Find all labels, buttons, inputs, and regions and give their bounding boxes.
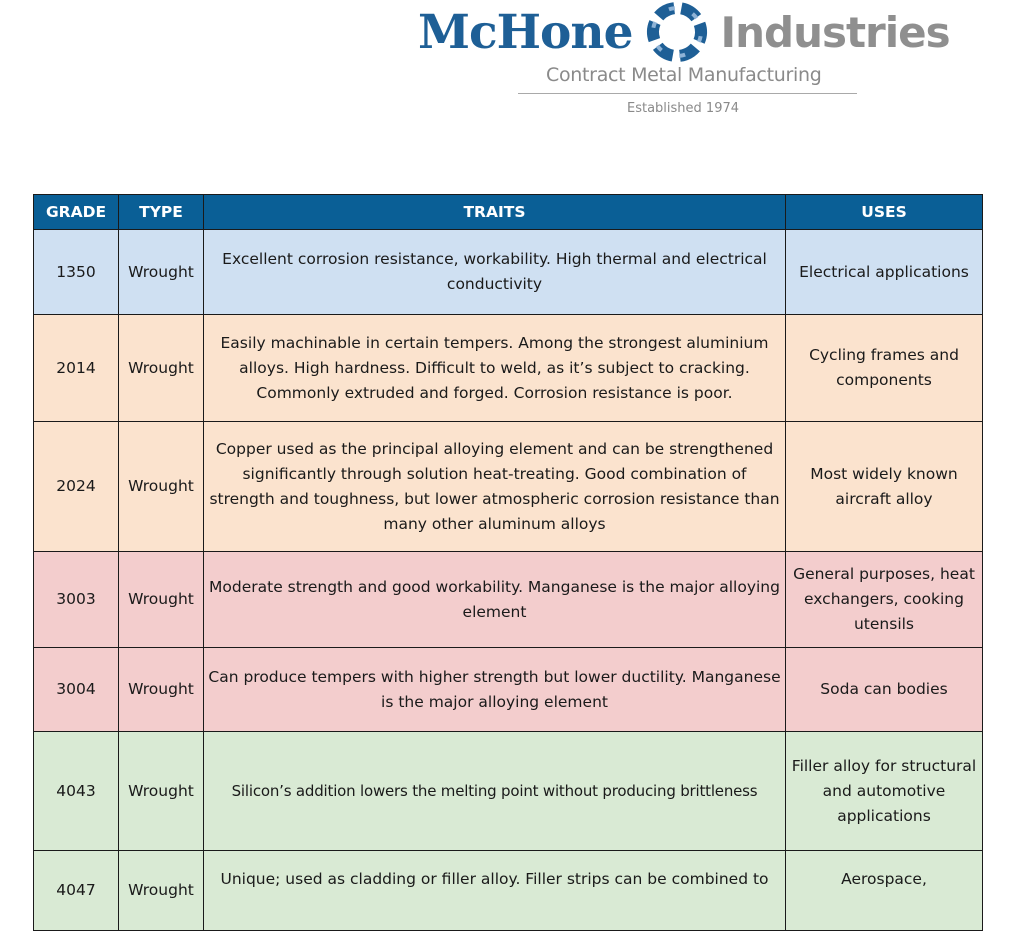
alloy-grades-table: GRADE TYPE TRAITS USES 1350 Wrought Exce… <box>33 194 983 931</box>
cell-grade: 2024 <box>33 421 119 552</box>
cell-uses: Soda can bodies <box>785 647 983 732</box>
logo-name-left: McHone <box>418 4 633 60</box>
header-uses: USES <box>785 194 983 230</box>
cell-type: Wrought <box>118 314 204 422</box>
table-header-row: GRADE TYPE TRAITS USES <box>33 194 983 230</box>
company-logo: McHone Industries Contract Metal Manufac… <box>418 0 978 125</box>
cell-grade: 2014 <box>33 314 119 422</box>
cell-uses: Electrical applications <box>785 229 983 315</box>
cell-traits: Easily machinable in certain tempers. Am… <box>203 314 786 422</box>
cell-uses: Cycling frames and components <box>785 314 983 422</box>
cell-type: Wrought <box>118 229 204 315</box>
table-row: 4047 Wrought Unique; used as cladding or… <box>33 850 983 931</box>
cell-uses: Filler alloy for structural and automoti… <box>785 731 983 851</box>
cell-grade: 4043 <box>33 731 119 851</box>
logo-wordmark: McHone Industries <box>418 2 951 62</box>
logo-established: Established 1974 <box>627 101 740 116</box>
table-row: 4043 Wrought Silicon’s addition lowers t… <box>33 731 983 851</box>
cell-traits: Silicon’s addition lowers the melting po… <box>203 731 786 851</box>
cell-traits: Moderate strength and good workability. … <box>203 551 786 648</box>
table-row: 1350 Wrought Excellent corrosion resista… <box>33 229 983 315</box>
cell-traits: Unique; used as cladding or filler alloy… <box>203 850 786 931</box>
logo-name-right: Industries <box>720 7 950 57</box>
cell-uses: General purposes, heat exchangers, cooki… <box>785 551 983 648</box>
cell-type: Wrought <box>118 731 204 851</box>
cell-type: Wrought <box>118 647 204 732</box>
table-row: 2014 Wrought Easily machinable in certai… <box>33 314 983 422</box>
cell-traits: Copper used as the principal alloying el… <box>203 421 786 552</box>
cell-grade: 1350 <box>33 229 119 315</box>
cell-grade: 4047 <box>33 850 119 931</box>
table-row: 3003 Wrought Moderate strength and good … <box>33 551 983 648</box>
cell-type: Wrought <box>118 551 204 648</box>
cell-grade: 3003 <box>33 551 119 648</box>
header-type: TYPE <box>118 194 204 230</box>
cell-uses: Aerospace, <box>785 850 983 931</box>
cell-grade: 3004 <box>33 647 119 732</box>
cell-type: Wrought <box>118 421 204 552</box>
cell-traits: Excellent corrosion resistance, workabil… <box>203 229 786 315</box>
cell-type: Wrought <box>118 850 204 931</box>
cell-uses: Most widely known aircraft alloy <box>785 421 983 552</box>
logo-ring-icon <box>647 2 708 62</box>
logo-divider <box>518 93 857 94</box>
table-row: 2024 Wrought Copper used as the principa… <box>33 421 983 552</box>
header-traits: TRAITS <box>203 194 786 230</box>
cell-traits: Can produce tempers with higher strength… <box>203 647 786 732</box>
table-row: 3004 Wrought Can produce tempers with hi… <box>33 647 983 732</box>
logo-tagline: Contract Metal Manufacturing <box>546 64 822 86</box>
header-grade: GRADE <box>33 194 119 230</box>
